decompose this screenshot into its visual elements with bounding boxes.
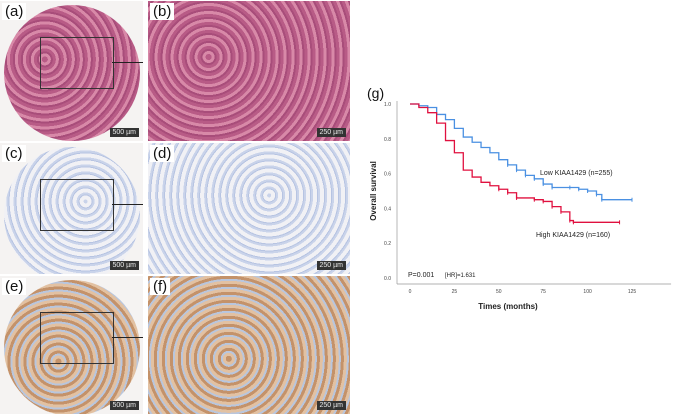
scale-bar: 250 µm xyxy=(316,401,346,410)
scale-bar: 500 µm xyxy=(109,261,139,270)
y-tick-label: 0.8 xyxy=(384,137,391,143)
p-value-annotation: P=0.001 xyxy=(408,272,434,279)
y-tick-label: 0.2 xyxy=(384,241,391,247)
x-tick-label: 0 xyxy=(409,289,412,295)
panel-label-g: (g) xyxy=(367,85,384,101)
tissue-core xyxy=(4,280,140,414)
scale-bar: 250 µm xyxy=(316,128,346,137)
scale-bar: 500 µm xyxy=(109,128,139,137)
legend-low: Low KIAA1429 (n=255) xyxy=(540,170,613,177)
scale-bar: 250 µm xyxy=(316,261,346,270)
panel-label: (a) xyxy=(2,3,27,20)
tissue-core xyxy=(4,5,140,141)
y-tick-label: 1.0 xyxy=(384,102,391,108)
panel-label: (e) xyxy=(2,278,27,295)
y-tick-label: 0.4 xyxy=(384,206,391,212)
zoom-arrow xyxy=(112,62,143,63)
zoom-arrow xyxy=(112,337,143,338)
histology-panel-2: (b) 250 µm xyxy=(148,1,350,141)
legend-high: High KIAA1429 (n=160) xyxy=(536,232,610,239)
x-axis-label: Times (months) xyxy=(478,302,538,311)
x-tick-label: 100 xyxy=(583,289,592,295)
histology-panel-3: (c) 500 µm xyxy=(0,143,143,274)
survival-curve-low xyxy=(410,103,632,201)
histology-panel-1: (a) 500 µm xyxy=(0,1,143,141)
tissue-core xyxy=(4,147,140,274)
zoom-region-box xyxy=(40,312,114,364)
hr-annotation: [HR]=1.631 xyxy=(445,273,476,279)
x-tick-label: 25 xyxy=(452,289,458,295)
histology-panel-5: (e) 500 µm xyxy=(0,276,143,414)
scale-bar: 500 µm xyxy=(109,401,139,410)
panel-label: (f) xyxy=(150,278,171,295)
x-tick-label: 50 xyxy=(496,289,502,295)
histology-panel-4: (d) 250 µm xyxy=(148,143,350,274)
y-tick-label: 0.0 xyxy=(384,276,391,282)
y-axis-label: Overall survival xyxy=(369,161,378,221)
x-tick-label: 125 xyxy=(628,289,637,295)
zoom-arrow xyxy=(112,204,143,205)
panel-label: (d) xyxy=(150,145,175,162)
survival-curve-high xyxy=(410,103,620,223)
zoom-region-box xyxy=(40,179,114,231)
panel-label: (c) xyxy=(2,145,26,162)
x-tick-label: 75 xyxy=(540,289,546,295)
zoom-region-box xyxy=(40,37,114,89)
histology-panel-6: (f) 250 µm xyxy=(148,276,350,414)
panel-label: (b) xyxy=(150,3,175,20)
y-tick-label: 0.6 xyxy=(384,172,391,178)
